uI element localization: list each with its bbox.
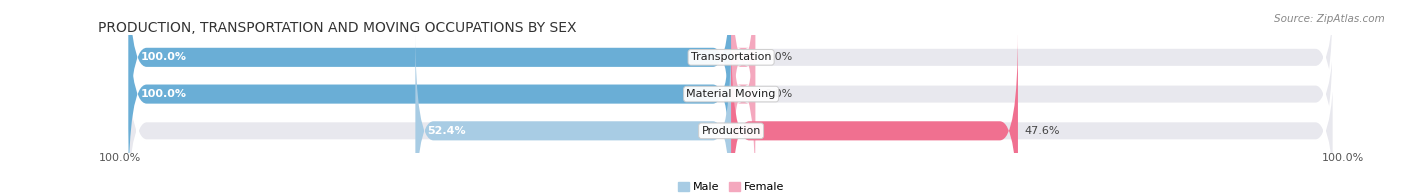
Text: 0.0%: 0.0%	[765, 52, 793, 62]
Text: Source: ZipAtlas.com: Source: ZipAtlas.com	[1274, 14, 1385, 24]
FancyBboxPatch shape	[128, 0, 731, 195]
Text: 100.0%: 100.0%	[1322, 153, 1364, 163]
Text: 100.0%: 100.0%	[141, 89, 187, 99]
Text: Production: Production	[702, 126, 761, 136]
FancyBboxPatch shape	[128, 0, 1334, 195]
FancyBboxPatch shape	[128, 30, 1334, 196]
Legend: Male, Female: Male, Female	[673, 177, 789, 196]
FancyBboxPatch shape	[415, 30, 731, 196]
Text: Transportation: Transportation	[690, 52, 772, 62]
FancyBboxPatch shape	[731, 0, 755, 195]
FancyBboxPatch shape	[731, 0, 755, 158]
Text: 47.6%: 47.6%	[1024, 126, 1060, 136]
Text: 52.4%: 52.4%	[427, 126, 465, 136]
Text: 0.0%: 0.0%	[765, 89, 793, 99]
FancyBboxPatch shape	[128, 0, 1334, 158]
FancyBboxPatch shape	[128, 0, 731, 158]
Text: 100.0%: 100.0%	[141, 52, 187, 62]
Text: 100.0%: 100.0%	[98, 153, 141, 163]
FancyBboxPatch shape	[731, 30, 1018, 196]
Text: PRODUCTION, TRANSPORTATION AND MOVING OCCUPATIONS BY SEX: PRODUCTION, TRANSPORTATION AND MOVING OC…	[98, 21, 576, 35]
Text: Material Moving: Material Moving	[686, 89, 776, 99]
